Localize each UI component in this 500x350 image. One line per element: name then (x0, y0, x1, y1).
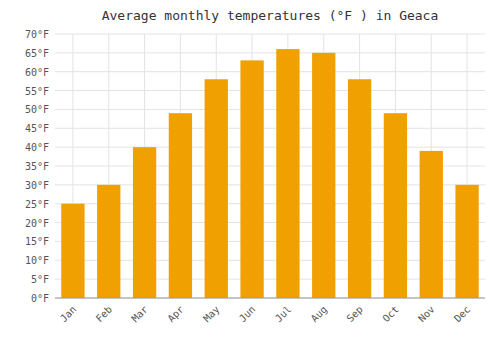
x-tick-label: Oct (380, 304, 401, 325)
y-tick-label: 20°F (25, 218, 49, 229)
x-tick-label: Jun (237, 304, 258, 325)
y-grid-line (55, 90, 485, 91)
y-grid-line (55, 34, 485, 35)
bar (348, 79, 371, 298)
y-tick-label: 65°F (25, 48, 49, 59)
y-tick-label: 10°F (25, 255, 49, 266)
bars (61, 49, 478, 298)
y-grid-line (55, 147, 485, 148)
bar (455, 185, 478, 298)
bar (205, 79, 228, 298)
title: Average monthly temperatures (°F ) in Ge… (102, 8, 439, 23)
x-tick-label: Jan (58, 304, 79, 325)
bar (169, 113, 192, 298)
x-axis-line (55, 298, 485, 299)
y-tick-label: 50°F (25, 104, 49, 115)
x-tick-label: Feb (94, 304, 115, 325)
y-grid-line (55, 128, 485, 129)
y-tick-label: 15°F (25, 236, 49, 247)
bar (276, 49, 299, 298)
bar (312, 53, 335, 298)
y-grid-line (55, 298, 485, 299)
y-tick-label: 70°F (25, 29, 49, 40)
x-tick-label: Sep (344, 304, 365, 325)
grid (55, 34, 485, 298)
x-tick-label: Apr (165, 304, 186, 325)
x-tick-label: Nov (416, 304, 437, 325)
y-tick-label: 0°F (31, 293, 49, 304)
bar (97, 185, 120, 298)
y-tick-label: 60°F (25, 67, 49, 78)
x-tick-labels: Jan Feb Mar Apr May Jun Jul Aug Sep Oct Nov Dec (58, 304, 473, 325)
x-tick-label: May (201, 304, 222, 325)
x-tick-label: Jul (273, 304, 294, 325)
bar (420, 151, 443, 298)
bar (384, 113, 407, 298)
chart-svg: 0°F 5°F 10°F 15°F 20°F 25°F 30°F 35°F 40°F 45°F 50… (0, 0, 500, 350)
y-tick-label: 5°F (31, 274, 49, 285)
y-tick-label: 40°F (25, 142, 49, 153)
y-tick-labels: 0°F 5°F 10°F 15°F 20°F 25°F 30°F 35°F 40°F 45°F 50… (25, 29, 49, 304)
chart-container: 0°F 5°F 10°F 15°F 20°F 25°F 30°F 35°F 40°F 45°F 50… (0, 0, 500, 350)
bar (240, 60, 263, 298)
bar (61, 204, 84, 298)
y-tick-label: 25°F (25, 199, 49, 210)
y-tick-label: 35°F (25, 161, 49, 172)
y-grid-line (55, 71, 485, 72)
x-tick-label: Aug (309, 304, 330, 325)
bar (133, 147, 156, 298)
y-grid-line (55, 52, 485, 53)
y-grid-line (55, 109, 485, 110)
y-tick-label: 45°F (25, 123, 49, 134)
y-tick-label: 55°F (25, 86, 49, 97)
y-tick-label: 30°F (25, 180, 49, 191)
x-tick-label: Mar (129, 304, 150, 325)
x-tick-label: Dec (452, 304, 473, 325)
